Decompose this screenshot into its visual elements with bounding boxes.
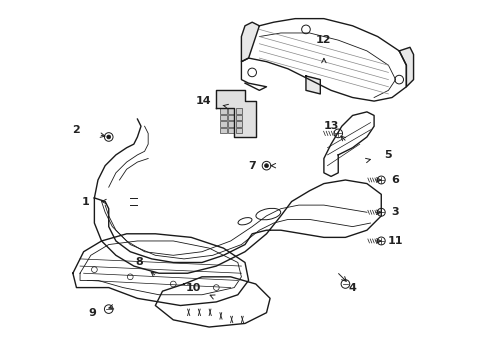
Polygon shape <box>306 76 320 94</box>
Bar <box>236 128 243 133</box>
Text: 4: 4 <box>349 283 357 293</box>
Bar <box>228 121 235 127</box>
Polygon shape <box>242 22 259 62</box>
Polygon shape <box>216 90 256 137</box>
Text: 9: 9 <box>89 308 97 318</box>
Text: 10: 10 <box>185 283 201 293</box>
Text: 11: 11 <box>388 236 403 246</box>
Text: 3: 3 <box>392 207 399 217</box>
Text: 14: 14 <box>196 96 212 106</box>
Bar <box>220 121 226 127</box>
Bar <box>236 108 243 114</box>
Text: 1: 1 <box>81 197 89 207</box>
Text: 7: 7 <box>248 161 256 171</box>
Text: 8: 8 <box>135 257 143 267</box>
Bar <box>220 108 226 114</box>
Bar <box>220 115 226 120</box>
Text: 2: 2 <box>73 125 80 135</box>
Text: 13: 13 <box>323 121 339 131</box>
Text: 6: 6 <box>392 175 399 185</box>
Bar <box>236 121 243 127</box>
Bar <box>220 128 226 133</box>
Bar <box>228 128 235 133</box>
Circle shape <box>107 135 111 139</box>
Bar <box>236 115 243 120</box>
Bar <box>228 108 235 114</box>
Text: 5: 5 <box>385 150 392 160</box>
Polygon shape <box>399 47 414 87</box>
Text: 12: 12 <box>316 35 332 45</box>
Circle shape <box>265 164 269 168</box>
Bar <box>228 115 235 120</box>
